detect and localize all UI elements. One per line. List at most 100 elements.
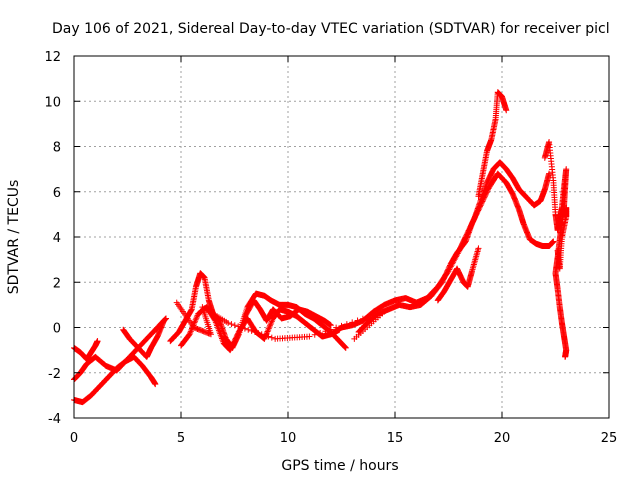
data-point: [233, 334, 240, 341]
data-point: [481, 193, 488, 200]
x-tick-label: 0: [70, 431, 78, 446]
x-tick-labels: 0 5 10 15 20 25: [70, 431, 617, 446]
data-point: [475, 245, 482, 252]
data-point: [354, 317, 361, 324]
data-point: [480, 197, 487, 204]
data-point: [472, 213, 479, 220]
data-point: [225, 319, 232, 326]
data-point: [267, 321, 274, 328]
data-point: [211, 316, 218, 323]
data-point: [231, 322, 238, 329]
data-point: [268, 334, 275, 341]
data-point: [442, 271, 449, 278]
data-point: [265, 333, 272, 340]
data-point: [266, 322, 273, 329]
series-trace-g: [242, 297, 334, 329]
series-trace-n: [173, 299, 388, 342]
y-tick-label: 6: [53, 186, 61, 201]
data-point: [473, 210, 480, 217]
data-point: [228, 344, 235, 351]
x-tick-label: 5: [177, 431, 185, 446]
data-point: [258, 331, 265, 338]
y-tick-labels: -4 -2 0 2 4 6 8 10 12: [44, 50, 61, 427]
data-point: [443, 270, 450, 277]
data-point: [160, 317, 167, 324]
data-point: [349, 319, 356, 326]
axis-ticks: [73, 55, 610, 419]
series-trace-c: [71, 338, 101, 363]
y-tick-label: 2: [53, 276, 61, 291]
data-point: [439, 279, 446, 286]
data-point: [228, 321, 235, 328]
data-point: [475, 207, 482, 214]
x-tick-label: 20: [494, 431, 511, 446]
data-point: [474, 208, 481, 215]
data-point: [550, 238, 557, 245]
y-tick-label: -4: [48, 412, 61, 427]
data-point: [232, 335, 239, 342]
data-point: [230, 339, 237, 346]
data-point: [192, 318, 199, 325]
data-point: [94, 338, 101, 345]
data-point: [333, 324, 340, 331]
data-point: [311, 331, 318, 338]
data-point: [233, 332, 240, 339]
data-point: [469, 219, 476, 226]
data-point: [193, 315, 200, 322]
data-point: [231, 338, 238, 345]
data-point: [238, 324, 245, 331]
data-point: [480, 195, 487, 202]
data-point: [351, 335, 358, 342]
x-tick-label: 25: [601, 431, 618, 446]
data-point: [470, 216, 477, 223]
data-point: [370, 312, 377, 319]
data-point: [262, 332, 269, 339]
x-axis-label: GPS time / hours: [281, 458, 398, 474]
series-trace-l: [541, 138, 570, 360]
data-point: [234, 331, 241, 338]
data-point: [562, 353, 569, 360]
y-tick-label: 8: [53, 141, 61, 156]
series-trace-d: [120, 317, 167, 360]
data-point: [478, 201, 485, 208]
series-trace-b: [71, 353, 159, 406]
data-point: [546, 170, 553, 177]
y-tick-label: 4: [53, 231, 61, 246]
data-point: [365, 313, 372, 320]
y-tick-label: 10: [44, 95, 61, 110]
data-point: [229, 343, 236, 350]
data-point: [338, 322, 345, 329]
data-point: [443, 268, 450, 275]
data-point: [251, 329, 258, 336]
data-marks: [71, 89, 570, 406]
data-point: [483, 189, 490, 196]
data-point: [264, 328, 271, 335]
series-trace-i: [355, 170, 557, 336]
data-point: [440, 276, 447, 283]
data-point: [503, 107, 510, 114]
series-trace-j: [434, 245, 482, 304]
data-point: [229, 341, 236, 348]
data-point: [193, 313, 200, 320]
y-tick-label: 12: [44, 50, 61, 65]
chart-title: Day 106 of 2021, Sidereal Day-to-day VTE…: [52, 21, 610, 37]
data-point: [322, 328, 329, 335]
series-trace-h: [327, 159, 553, 338]
data-point: [476, 204, 483, 211]
data-point: [186, 331, 193, 338]
data-point: [481, 194, 488, 201]
data-point: [248, 327, 255, 334]
data-point: [255, 330, 262, 337]
x-tick-label: 10: [280, 431, 297, 446]
data-point: [265, 327, 272, 334]
data-point: [484, 186, 491, 193]
data-point: [342, 344, 349, 351]
data-point: [563, 204, 570, 211]
data-point: [261, 335, 268, 342]
data-point: [268, 319, 275, 326]
data-point: [232, 336, 239, 343]
data-point: [327, 326, 334, 333]
data-point: [439, 277, 446, 284]
data-point: [343, 321, 350, 328]
